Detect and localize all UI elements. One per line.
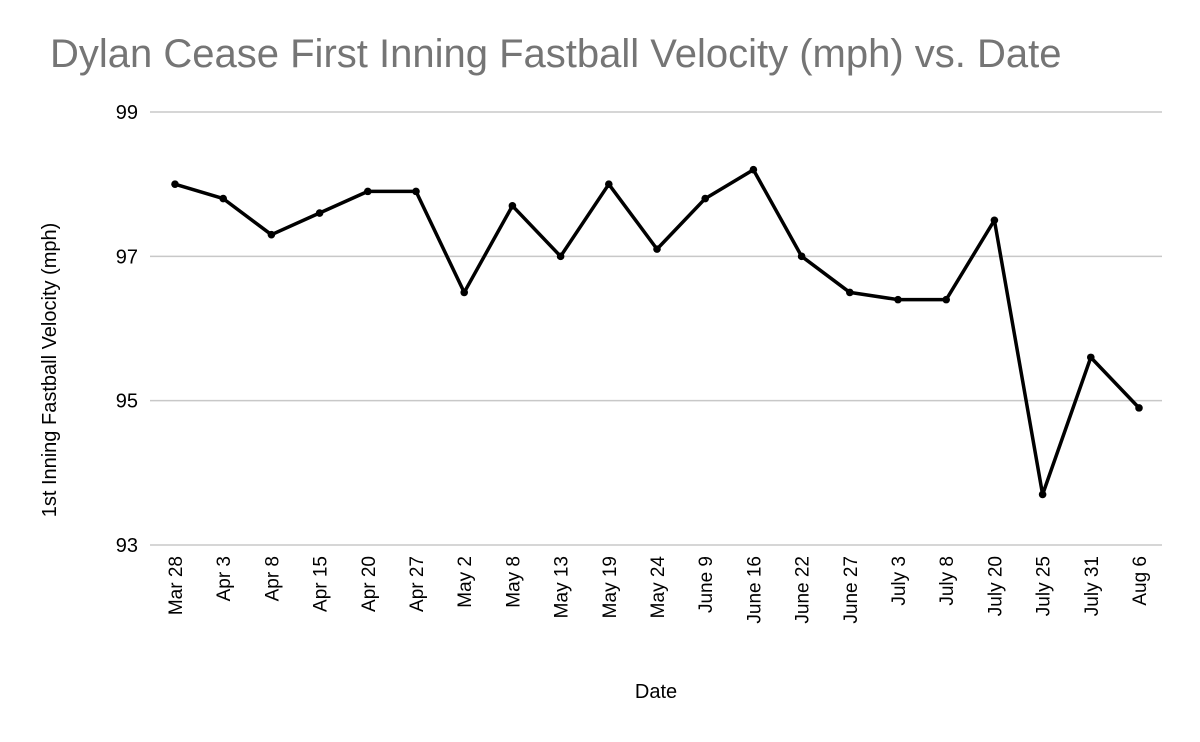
data-point	[412, 187, 420, 196]
data-point	[460, 288, 469, 297]
y-tick-label: 97	[116, 246, 138, 268]
x-tick-label: July 20	[985, 556, 1006, 616]
y-tick-label: 93	[116, 535, 138, 557]
data-point	[219, 194, 227, 203]
data-point	[701, 194, 709, 203]
y-tick-label: 95	[116, 391, 138, 413]
x-tick-label: Apr 20	[359, 556, 380, 612]
x-tick-label: July 8	[937, 556, 958, 606]
x-tick-label: Aug 6	[1130, 556, 1151, 606]
data-point	[364, 187, 372, 196]
x-tick-label: July 31	[1082, 556, 1103, 616]
x-tick-label: Mar 28	[166, 556, 187, 615]
grid-lines	[150, 111, 1162, 546]
x-tick-label: July 3	[889, 556, 910, 606]
data-point	[315, 209, 324, 217]
data-points	[171, 165, 1143, 499]
x-tick-label: Apr 15	[311, 556, 332, 612]
x-tick-label: May 19	[600, 556, 621, 618]
x-tick-label: June 22	[793, 556, 814, 624]
data-point	[894, 295, 902, 304]
data-point	[653, 245, 661, 253]
data-point	[1135, 404, 1143, 412]
x-tick-label: Apr 3	[214, 556, 235, 601]
data-point	[1038, 490, 1047, 499]
data-point	[990, 216, 999, 225]
data-point	[846, 288, 854, 297]
x-tick-label: June 16	[744, 556, 765, 624]
y-tick-label: 99	[116, 102, 138, 124]
x-tick-label: June 27	[841, 556, 862, 624]
x-tick-label: May 2	[455, 556, 476, 608]
data-point	[942, 295, 950, 304]
x-axis-tick-labels: Mar 28 Apr 3 Apr 8 Apr 15 Apr 20 Apr 27 May 2 M…	[166, 556, 1151, 624]
x-tick-label: June 9	[696, 556, 717, 613]
x-axis-label: Date	[635, 681, 677, 703]
data-point	[556, 252, 565, 261]
x-tick-label: Apr 27	[407, 556, 428, 612]
x-tick-label: May 13	[552, 556, 573, 618]
y-axis-label: 1st Inning Fastball Velocity (mph)	[39, 223, 61, 518]
y-axis-tick-labels: 93 95 97 99	[116, 102, 138, 557]
x-tick-label: May 24	[648, 556, 669, 619]
data-point	[605, 180, 613, 188]
data-point	[749, 165, 758, 174]
data-point	[508, 202, 517, 210]
x-tick-label: Apr 8	[262, 556, 283, 601]
x-tick-label: May 8	[503, 556, 524, 608]
chart-title: Dylan Cease First Inning Fastball Veloci…	[50, 32, 1062, 76]
data-point	[1087, 353, 1095, 362]
data-point	[267, 230, 276, 239]
data-point	[171, 180, 179, 188]
data-point	[797, 252, 806, 261]
x-tick-label: July 25	[1034, 556, 1055, 616]
